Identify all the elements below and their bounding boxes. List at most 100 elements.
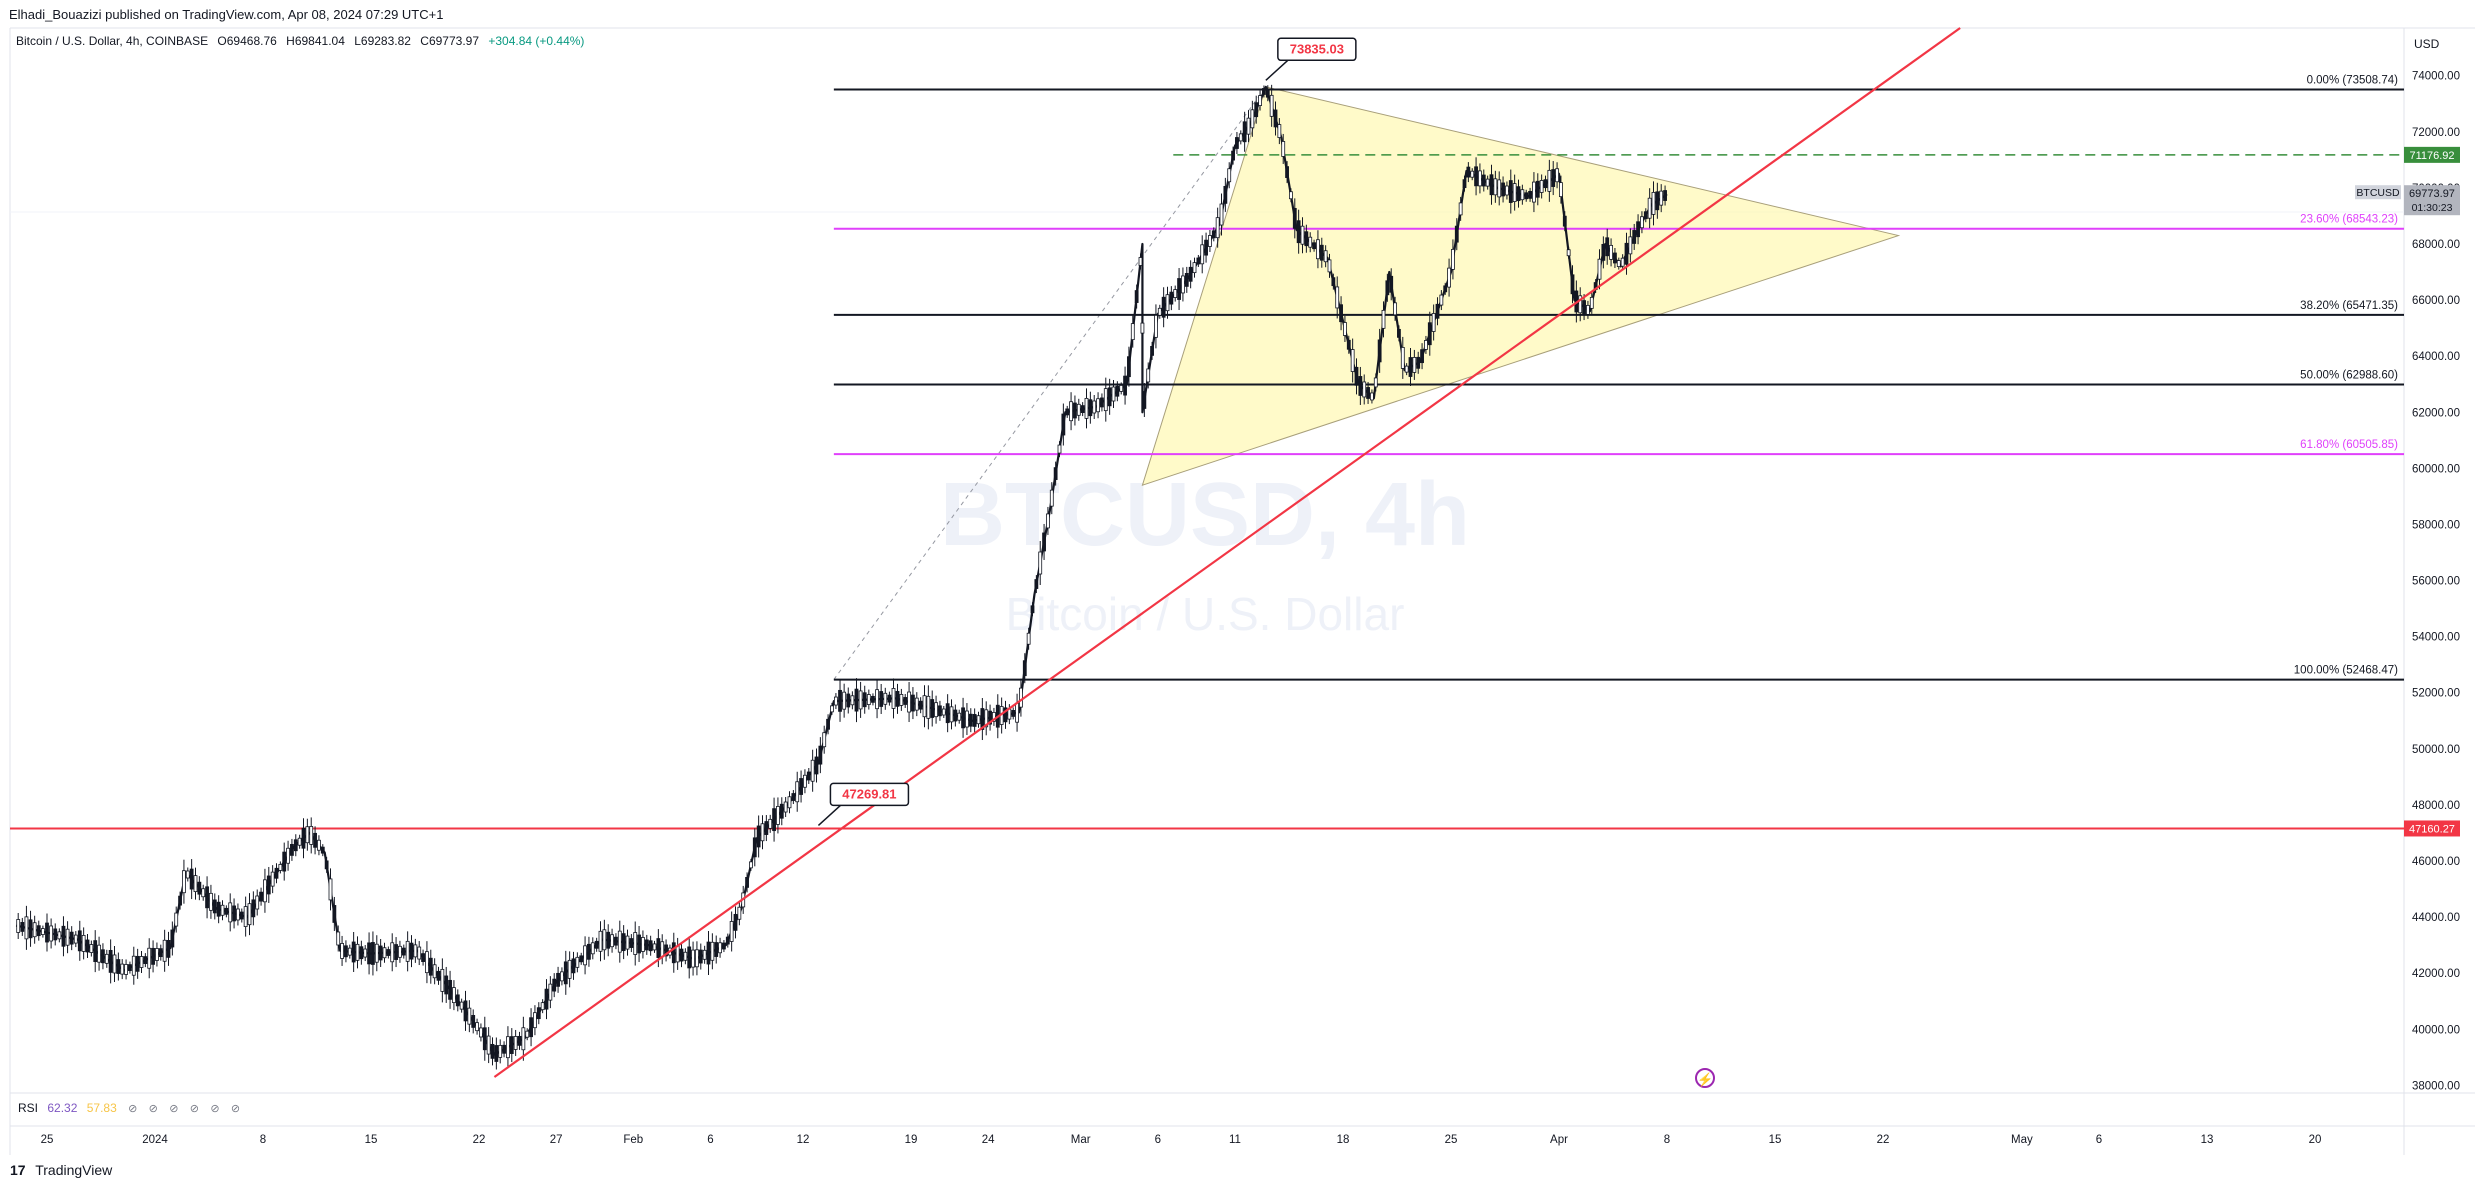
symbol-name[interactable]: Bitcoin / U.S. Dollar, 4h, COINBASE <box>16 34 209 48</box>
candle-body <box>305 826 310 844</box>
callout-price-label: 73835.03 <box>1290 41 1344 56</box>
y-tick-label: 68000.00 <box>2412 239 2460 251</box>
candle-body <box>413 944 418 958</box>
callout-price-label: 47269.81 <box>842 786 896 801</box>
candle-body <box>282 851 287 872</box>
candle-body <box>1146 368 1151 383</box>
y-tick-label: 74000.00 <box>2412 71 2460 83</box>
eye-off-icon[interactable]: ⊘ <box>169 1103 179 1115</box>
candle-body <box>1346 339 1351 350</box>
candle-body <box>787 796 792 809</box>
candle-body <box>1200 244 1205 265</box>
candle-body <box>374 943 379 963</box>
ohlc-high: H69841.04 <box>286 34 345 48</box>
candle-body <box>1659 190 1664 206</box>
candle-body <box>594 940 599 949</box>
candle-body <box>297 837 302 846</box>
candle-body <box>421 953 425 962</box>
candle-body <box>155 948 159 961</box>
candle-body <box>1053 467 1058 481</box>
eye-off-icon[interactable]: ⊘ <box>230 1103 241 1115</box>
fib-level-label: 23.60% (68543.23) <box>2300 214 2398 226</box>
candle-body <box>1019 687 1023 708</box>
candle-body <box>1115 385 1120 397</box>
candle-body <box>1400 347 1405 369</box>
x-tick-label: 13 <box>2201 1134 2214 1146</box>
candle-body <box>544 988 549 1010</box>
callout-pointer <box>1265 59 1289 81</box>
candle-body <box>336 931 341 946</box>
x-tick-label: 8 <box>1664 1134 1670 1146</box>
candle-body <box>729 921 734 942</box>
eye-off-icon[interactable]: ⊘ <box>148 1103 158 1115</box>
candle-body <box>77 930 82 952</box>
candle-body <box>918 700 923 710</box>
candle-body <box>259 891 263 902</box>
candle-body <box>533 1012 537 1029</box>
candle-body <box>764 821 769 835</box>
candle-body <box>332 905 337 923</box>
candle-body <box>1211 230 1216 239</box>
candle-body <box>598 930 603 952</box>
candle-body <box>278 864 283 871</box>
fib-level-label: 50.00% (62988.60) <box>2300 370 2398 382</box>
candle-body <box>448 979 452 1000</box>
candle-body <box>135 955 140 972</box>
candle-body <box>104 953 109 964</box>
candle-body <box>1142 391 1147 409</box>
candle-body <box>517 1035 522 1046</box>
candle-body <box>826 718 830 730</box>
currency-label: USD <box>2414 37 2440 51</box>
candle-body <box>1613 252 1617 264</box>
candle-body <box>1474 166 1478 187</box>
candle-body <box>1181 275 1185 294</box>
eye-off-icon[interactable]: ⊘ <box>128 1103 138 1115</box>
candle-body <box>1219 203 1224 226</box>
countdown-label: 01:30:23 <box>2412 202 2453 214</box>
candle-body <box>710 941 715 961</box>
candle-body <box>1204 239 1208 256</box>
candle-body <box>722 942 726 950</box>
candle-body <box>587 943 591 960</box>
candle-body <box>255 895 260 910</box>
rsi-legend[interactable]: RSI 62.32 57.83 ⊘ ⊘ ⊘ ⊘ ⊘ ⊘ <box>18 1101 240 1115</box>
candle-body <box>571 958 576 974</box>
callout-pointer <box>817 804 841 826</box>
candle-body <box>317 839 321 851</box>
candle-body <box>1520 189 1525 201</box>
candle-body <box>502 1044 506 1054</box>
candle-body <box>752 837 757 858</box>
candle-body <box>846 693 851 708</box>
candle-body <box>432 964 437 979</box>
candle-body <box>1655 191 1660 211</box>
candle-body <box>93 940 98 963</box>
candle-body <box>806 771 811 781</box>
candle-body <box>540 1002 545 1011</box>
candle-body <box>842 691 847 710</box>
candle-body <box>120 963 125 975</box>
candle-body <box>911 694 915 712</box>
candle-body <box>228 902 233 923</box>
candle-body <box>1632 230 1637 244</box>
candle-body <box>220 904 225 916</box>
candle-body <box>185 870 190 879</box>
eye-off-icon[interactable]: ⊘ <box>210 1103 220 1115</box>
lightning-icon[interactable]: ⚡ <box>1695 1068 1715 1088</box>
candle-body <box>992 712 996 722</box>
rsi-label[interactable]: RSI <box>18 1101 39 1115</box>
candle-body <box>745 876 749 888</box>
price-series <box>15 85 1668 1056</box>
fib-level-label: 100.00% (52468.47) <box>2294 665 2398 677</box>
candle-body <box>197 881 202 895</box>
candle-body <box>367 942 371 965</box>
candle-body <box>1285 166 1289 178</box>
candle-body <box>563 961 568 985</box>
candle-body <box>1100 397 1104 408</box>
candle-body <box>471 1015 476 1028</box>
candle-body <box>382 947 387 959</box>
candle-body <box>45 922 49 943</box>
eye-off-icon[interactable]: ⊘ <box>189 1103 200 1115</box>
candle-body <box>452 987 456 1004</box>
candle-body <box>509 1036 514 1054</box>
